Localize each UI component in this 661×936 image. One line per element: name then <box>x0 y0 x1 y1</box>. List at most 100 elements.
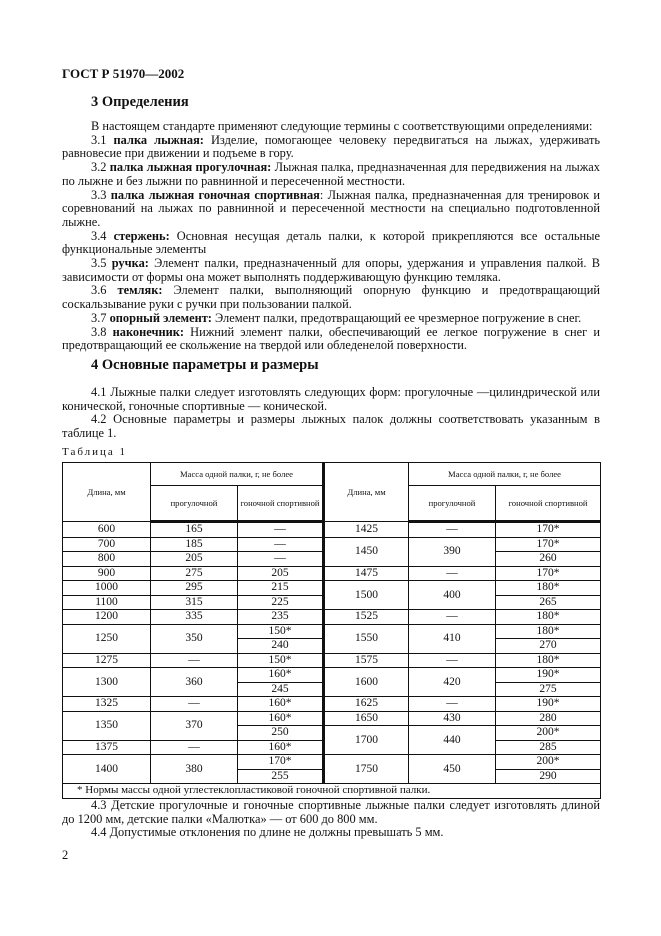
walking-mass-cell: 350 <box>150 623 238 654</box>
racing-mass-cell: 290 <box>495 768 602 784</box>
defined-term: палка лыжная гоночная спортивная <box>110 187 320 202</box>
length-cell: 1400 <box>62 754 151 784</box>
walking-mass-cell: 410 <box>408 623 497 654</box>
definition-paragraph: 3.8 наконечник: Нижний элемент палки, об… <box>62 324 600 353</box>
table-label: Таблица 1 <box>62 446 128 458</box>
racing-mass-cell: 160* <box>236 739 325 755</box>
walking-mass-cell: — <box>408 521 497 538</box>
definition-paragraph: 3.6 темляк: Элемент палки, выполняющий о… <box>62 284 600 311</box>
definition-text: Лыжная палка, предназначенная для передв… <box>62 160 600 188</box>
racing-mass-cell: — <box>236 536 325 552</box>
document-id: ГОСТ Р 51970—2002 <box>62 66 185 81</box>
paragraph-4-4: 4.4 Допустимые отклонения по длине не до… <box>91 825 444 840</box>
table-row: 900 275 205 1475—170* <box>62 565 602 581</box>
length-cell: 900 <box>62 565 151 581</box>
racing-mass-cell: 265 <box>495 594 602 610</box>
length-cell: 1375 <box>62 739 151 755</box>
racing-mass-cell: 270 <box>495 638 602 654</box>
definition-text: Основная несущая деталь палки, к которой… <box>62 228 600 257</box>
length-cell: 1275 <box>62 652 151 668</box>
racing-mass-cell: 205 <box>236 565 325 581</box>
defined-term: наконечник: <box>112 324 184 339</box>
table-row: 1275—150* 1575—180* <box>62 652 602 668</box>
definition-text: Элемент палки, предотвращающий ее чрезме… <box>211 310 582 325</box>
racing-mass-cell: 285 <box>495 739 602 755</box>
table-row: 1100 315 225 265 <box>62 594 602 610</box>
header-length: Длина, мм <box>62 462 151 522</box>
section-3-body: В настоящем стандарте применяют следующи… <box>62 119 600 353</box>
racing-mass-cell: 170* <box>236 754 325 770</box>
racing-mass-cell: 150* <box>236 623 325 639</box>
defined-term: стержень: <box>113 228 170 243</box>
walking-mass-cell: 430 <box>408 710 497 726</box>
walking-mass-cell: 360 <box>150 667 238 697</box>
walking-mass-cell: 440 <box>408 725 497 755</box>
walking-mass-cell: 205 <box>150 551 238 567</box>
definition-text: В настоящем стандарте применяют следующи… <box>91 119 593 133</box>
walking-mass-cell: 370 <box>150 710 238 741</box>
length-cell: 1550 <box>322 623 410 654</box>
header-racing: гоночной спортивной <box>236 485 325 523</box>
length-cell: 1500 <box>322 580 410 610</box>
paragraph-number: 3.1 <box>91 132 114 147</box>
racing-mass-cell: — <box>236 551 325 567</box>
length-cell: 1475 <box>322 565 410 581</box>
paragraph-4-1: 4.1 Лыжные палки следует изготовлять сле… <box>62 385 600 413</box>
table-row: 1200 335 235 1525—180* <box>62 609 602 625</box>
length-cell: 1525 <box>322 609 410 625</box>
walking-mass-cell: 380 <box>150 754 238 784</box>
walking-mass-cell: — <box>150 652 238 668</box>
table-row: 600 165—1425—170* <box>62 521 602 538</box>
racing-mass-cell: 245 <box>236 681 325 697</box>
racing-mass-cell: 170* <box>495 565 602 581</box>
walking-mass-cell: — <box>150 696 238 712</box>
walking-mass-cell: 450 <box>408 754 497 784</box>
definition-paragraph: 3.7 опорный элемент: Элемент палки, пред… <box>62 310 600 326</box>
walking-mass-cell: 420 <box>408 667 497 697</box>
length-cell: 600 <box>62 521 151 538</box>
defined-term: палка лыжная: <box>113 132 204 147</box>
header-racing: гоночной спортивной <box>495 485 602 523</box>
header-length: Длина, мм <box>322 462 410 522</box>
defined-term: ручка: <box>111 256 149 271</box>
racing-mass-cell: 160* <box>236 710 325 726</box>
racing-mass-cell: 170* <box>495 521 602 538</box>
racing-mass-cell: — <box>236 521 325 538</box>
paragraph-number: 3.8 <box>91 324 113 339</box>
walking-mass-cell: 165 <box>150 521 238 538</box>
racing-mass-cell: 180* <box>495 580 602 596</box>
racing-mass-cell: 260 <box>495 551 602 567</box>
table-row: 1375—160* 285 <box>62 739 602 755</box>
paragraph-4-2: 4.2 Основные параметры и размеры лыжных … <box>62 412 600 441</box>
paragraph-number: 3.3 <box>91 187 111 202</box>
racing-mass-cell: 255 <box>236 768 325 784</box>
length-cell: 1200 <box>62 609 151 625</box>
definition-paragraph: 3.5 ручка: Элемент палки, предназначенны… <box>62 256 600 284</box>
header-walking: прогулочной <box>408 485 497 523</box>
definition-text: Элемент палки, предназначенный для опоры… <box>62 256 600 284</box>
walking-mass-cell: — <box>408 652 497 668</box>
walking-mass-cell: — <box>408 696 497 712</box>
table-row: 1000 295 215 1500 400 180* <box>62 580 602 610</box>
table-row: 700 185—1450 390 170* <box>62 536 602 567</box>
walking-mass-cell: 390 <box>408 536 497 567</box>
definition-paragraph: 3.1 палка лыжная: Изделие, помогающее че… <box>62 132 600 161</box>
racing-mass-cell: 235 <box>236 609 325 625</box>
defined-term: палка лыжная прогулочная: <box>109 160 272 175</box>
definition-paragraph: 3.4 стержень: Основная несущая деталь па… <box>62 228 600 257</box>
length-cell: 1450 <box>322 536 410 567</box>
paragraph-number: 3.4 <box>91 228 114 243</box>
defined-term: темляк: <box>117 283 163 298</box>
walking-mass-cell: 185 <box>150 536 238 552</box>
racing-mass-cell: 190* <box>495 667 602 683</box>
racing-mass-cell: 180* <box>495 609 602 625</box>
length-cell: 1425 <box>322 521 410 538</box>
definition-text: Элемент палки, выполняющий опорную функц… <box>62 283 600 312</box>
length-cell: 1000 <box>62 580 151 596</box>
length-cell: 1750 <box>322 754 410 784</box>
table-row: 1300 360 160* 1600 420 190* <box>62 667 602 697</box>
racing-mass-cell: 180* <box>495 652 602 668</box>
racing-mass-cell: 200* <box>495 754 602 770</box>
length-cell: 1625 <box>322 696 410 712</box>
racing-mass-cell: 215 <box>236 580 325 596</box>
